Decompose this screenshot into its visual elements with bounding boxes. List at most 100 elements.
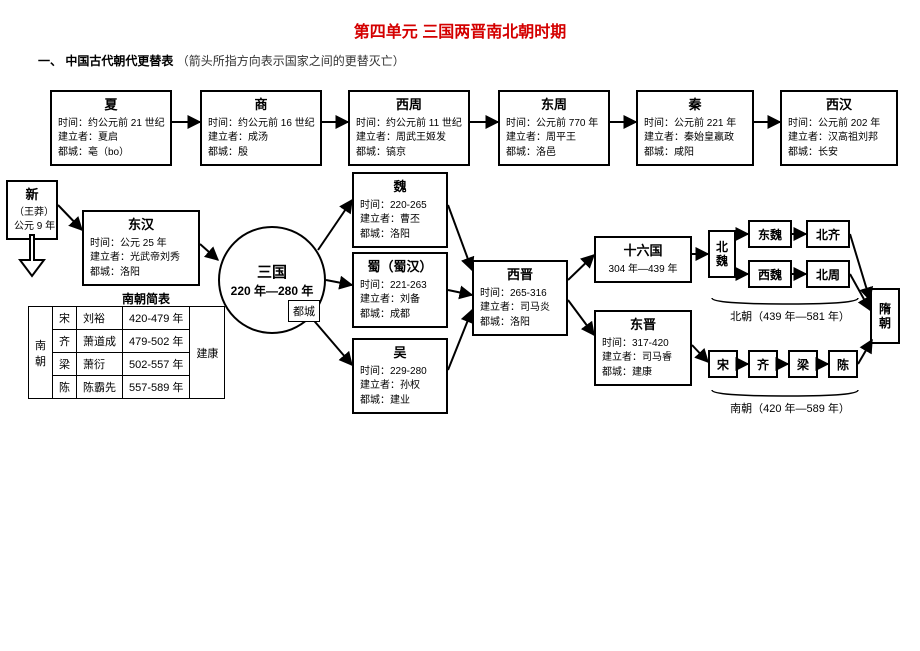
- wei-founder: 建立者：曹丕: [360, 213, 440, 228]
- shu-cap: 都城：成都: [360, 308, 440, 323]
- dongzhou-time: 时间：公元前 770 年: [506, 117, 602, 132]
- xijin-time: 时间：265-316: [480, 287, 560, 302]
- xin-title: 新: [14, 186, 50, 204]
- node-qi: 齐: [748, 350, 778, 378]
- dongjin-title: 东晋: [602, 316, 684, 335]
- wu-founder: 建立者：孙权: [360, 379, 440, 394]
- xizhou-title: 西周: [356, 96, 462, 115]
- node-xihan: 西汉 时间：公元前 202 年 建立者：汉高祖刘邦 都城：长安: [780, 90, 898, 166]
- xizhou-time: 时间：约公元前 11 世纪: [356, 117, 462, 132]
- nc-r3c1: 陈霸先: [77, 376, 123, 399]
- node-shu: 蜀（蜀汉） 时间：221-263 建立者：刘备 都城：成都: [352, 252, 448, 328]
- wu-title: 吴: [360, 344, 440, 363]
- section-heading: 一、 中国古代朝代更替表 （箭头所指方向表示国家之间的更替灭亡）: [0, 42, 920, 69]
- xia-time: 时间：约公元前 21 世纪: [58, 117, 164, 132]
- node-dongzhou: 东周 时间：公元前 770 年 建立者：周平王 都城：洛邑: [498, 90, 610, 166]
- node-shiliuguo: 十六国 304 年—439 年: [594, 236, 692, 283]
- xia-founder: 建立者：夏启: [58, 131, 164, 146]
- nc-r2c2: 502-557 年: [123, 353, 190, 376]
- node-xia: 夏 时间：约公元前 21 世纪 建立者：夏启 都城：亳（bo）: [50, 90, 172, 166]
- nc-r0c0: 宋: [53, 307, 77, 330]
- donghan-founder: 建立者：光武帝刘秀: [90, 251, 192, 266]
- shang-founder: 建立者：成汤: [208, 131, 314, 146]
- nc-r2c0: 梁: [53, 353, 77, 376]
- shang-cap: 都城：殷: [208, 146, 314, 161]
- nc-r2c1: 萧衍: [77, 353, 123, 376]
- xihan-time: 时间：公元前 202 年: [788, 117, 890, 132]
- node-xijin: 西晋 时间：265-316 建立者：司马炎 都城：洛阳: [472, 260, 568, 336]
- wei-cap: 都城：洛阳: [360, 228, 440, 243]
- node-beiqi: 北齐: [806, 220, 850, 248]
- xihan-title: 西汉: [788, 96, 890, 115]
- xijin-title: 西晋: [480, 266, 560, 285]
- wu-time: 时间：229-280: [360, 365, 440, 380]
- nanchao-side: 南 朝: [29, 307, 53, 399]
- shang-title: 商: [208, 96, 314, 115]
- node-beizhou: 北周: [806, 260, 850, 288]
- wei-time: 时间：220-265: [360, 199, 440, 214]
- nc-jiankang: 建康: [190, 307, 225, 399]
- xihan-cap: 都城：长安: [788, 146, 890, 161]
- nc-r1c2: 479-502 年: [123, 330, 190, 353]
- dongzhou-cap: 都城：洛邑: [506, 146, 602, 161]
- node-sui: 隋 朝: [870, 288, 900, 344]
- nc-r0c1: 刘裕: [77, 307, 123, 330]
- node-wu: 吴 时间：229-280 建立者：孙权 都城：建业: [352, 338, 448, 414]
- node-xin: 新 （王莽） 公元 9 年: [6, 180, 58, 240]
- node-song: 宋: [708, 350, 738, 378]
- nc-r3c2: 557-589 年: [123, 376, 190, 399]
- section-note: （箭头所指方向表示国家之间的更替灭亡）: [177, 54, 405, 68]
- label-nanchao-jianbiao: 南朝简表: [122, 290, 170, 307]
- node-donghan: 东汉 时间：公元 25 年 建立者：光武帝刘秀 都城：洛阳: [82, 210, 200, 286]
- title-text: 第四单元 三国两晋南北朝时期: [354, 24, 566, 41]
- xin-l1: （王莽）: [14, 206, 50, 220]
- xin-l2: 公元 9 年: [14, 220, 50, 234]
- label-nanchao: 南朝（420 年—589 年）: [720, 400, 860, 416]
- xihan-founder: 建立者：汉高祖刘邦: [788, 131, 890, 146]
- node-wei: 魏 时间：220-265 建立者：曹丕 都城：洛阳: [352, 172, 448, 248]
- sanguo-time: 220 年—280 年: [231, 282, 314, 299]
- node-dongjin: 东晋 时间：317-420 建立者：司马睿 都城：建康: [594, 310, 692, 386]
- nc-r3c0: 陈: [53, 376, 77, 399]
- section-title: 中国古代朝代更替表: [65, 54, 173, 68]
- nc-r1c1: 萧道成: [77, 330, 123, 353]
- shu-time: 时间：221-263: [360, 279, 440, 294]
- node-xiwei: 西魏: [748, 260, 792, 288]
- node-chen: 陈: [828, 350, 858, 378]
- qin-founder: 建立者：秦始皇嬴政: [644, 131, 746, 146]
- shiliuguo-title: 十六国: [602, 242, 684, 261]
- qin-cap: 都城：咸阳: [644, 146, 746, 161]
- xia-title: 夏: [58, 96, 164, 115]
- xia-cap: 都城：亳（bo）: [58, 146, 164, 161]
- node-qin: 秦 时间：公元前 221 年 建立者：秦始皇嬴政 都城：咸阳: [636, 90, 754, 166]
- nanchao-table: 南 朝 宋 刘裕 420-479 年 建康 齐 萧道成 479-502 年 梁 …: [28, 306, 225, 399]
- shu-title: 蜀（蜀汉）: [360, 258, 440, 277]
- shang-time: 时间：约公元前 16 世纪: [208, 117, 314, 132]
- dongjin-cap: 都城：建康: [602, 366, 684, 381]
- qin-title: 秦: [644, 96, 746, 115]
- page-title: 第四单元 三国两晋南北朝时期: [0, 0, 920, 42]
- dongzhou-title: 东周: [506, 96, 602, 115]
- wu-cap: 都城：建业: [360, 394, 440, 409]
- dongjin-time: 时间：317-420: [602, 337, 684, 352]
- label-ducheng: 都城: [288, 300, 320, 322]
- node-dongwei: 东魏: [748, 220, 792, 248]
- xizhou-cap: 都城：镐京: [356, 146, 462, 161]
- wei-title: 魏: [360, 178, 440, 197]
- donghan-title: 东汉: [90, 216, 192, 235]
- nc-r1c0: 齐: [53, 330, 77, 353]
- xizhou-founder: 建立者：周武王姬发: [356, 131, 462, 146]
- node-liang: 梁: [788, 350, 818, 378]
- node-xizhou: 西周 时间：约公元前 11 世纪 建立者：周武王姬发 都城：镐京: [348, 90, 470, 166]
- dongzhou-founder: 建立者：周平王: [506, 131, 602, 146]
- xijin-cap: 都城：洛阳: [480, 316, 560, 331]
- nc-r0c2: 420-479 年: [123, 307, 190, 330]
- dongjin-founder: 建立者：司马睿: [602, 351, 684, 366]
- qin-time: 时间：公元前 221 年: [644, 117, 746, 132]
- sanguo-title: 三国: [257, 261, 287, 282]
- section-label: 一、: [38, 54, 62, 68]
- donghan-time: 时间：公元 25 年: [90, 237, 192, 252]
- node-beiwei: 北 魏: [708, 230, 736, 278]
- xijin-founder: 建立者：司马炎: [480, 301, 560, 316]
- label-beichao: 北朝（439 年—581 年）: [720, 308, 860, 324]
